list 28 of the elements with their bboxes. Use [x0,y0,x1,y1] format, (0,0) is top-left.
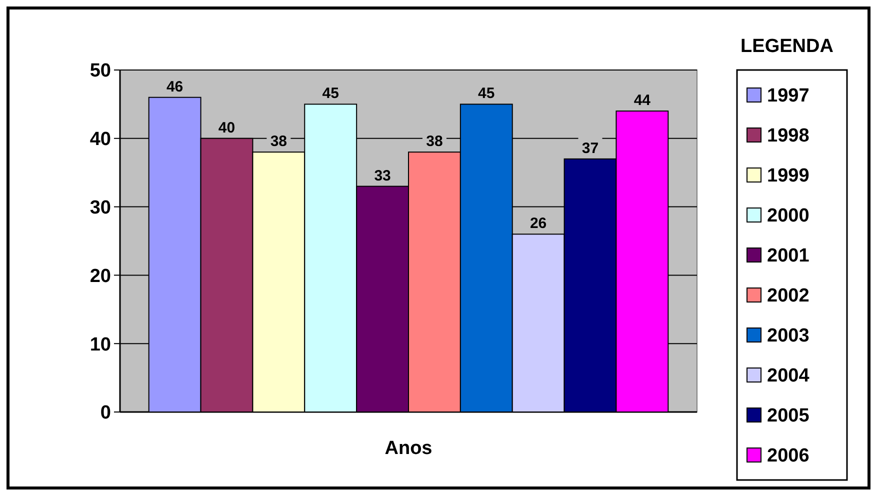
y-tick-label: 20 [90,266,111,287]
data-label: 37 [582,140,599,157]
data-label: 38 [270,133,288,150]
data-label: 45 [478,85,495,102]
x-axis-title: Anos [384,438,432,459]
y-tick-label: 40 [90,129,111,150]
data-label: 46 [166,78,184,96]
data-label: 45 [322,85,339,102]
legend-label: 2000 [767,206,810,227]
data-label: 26 [530,215,547,232]
legend-label: 2005 [767,406,810,427]
legend-label: 2003 [767,326,810,347]
legend-label: 2001 [767,246,810,267]
legend-title: LEGENDA [740,36,834,57]
legend-label: 1999 [767,166,810,187]
legend-label: 1997 [767,86,810,107]
legend-label: 1998 [767,126,810,147]
y-tick-label: 10 [90,334,111,356]
data-label: 38 [426,133,443,150]
legend-label: 2004 [767,366,810,387]
legend-label: 2002 [767,286,810,307]
data-label: 40 [218,119,236,136]
y-tick-label: 50 [90,60,111,82]
data-label: 44 [634,92,652,110]
legend-label: 2006 [767,446,810,467]
y-tick-label: 0 [100,402,111,424]
data-label: 33 [374,167,391,184]
y-tick-label: 30 [90,197,111,218]
